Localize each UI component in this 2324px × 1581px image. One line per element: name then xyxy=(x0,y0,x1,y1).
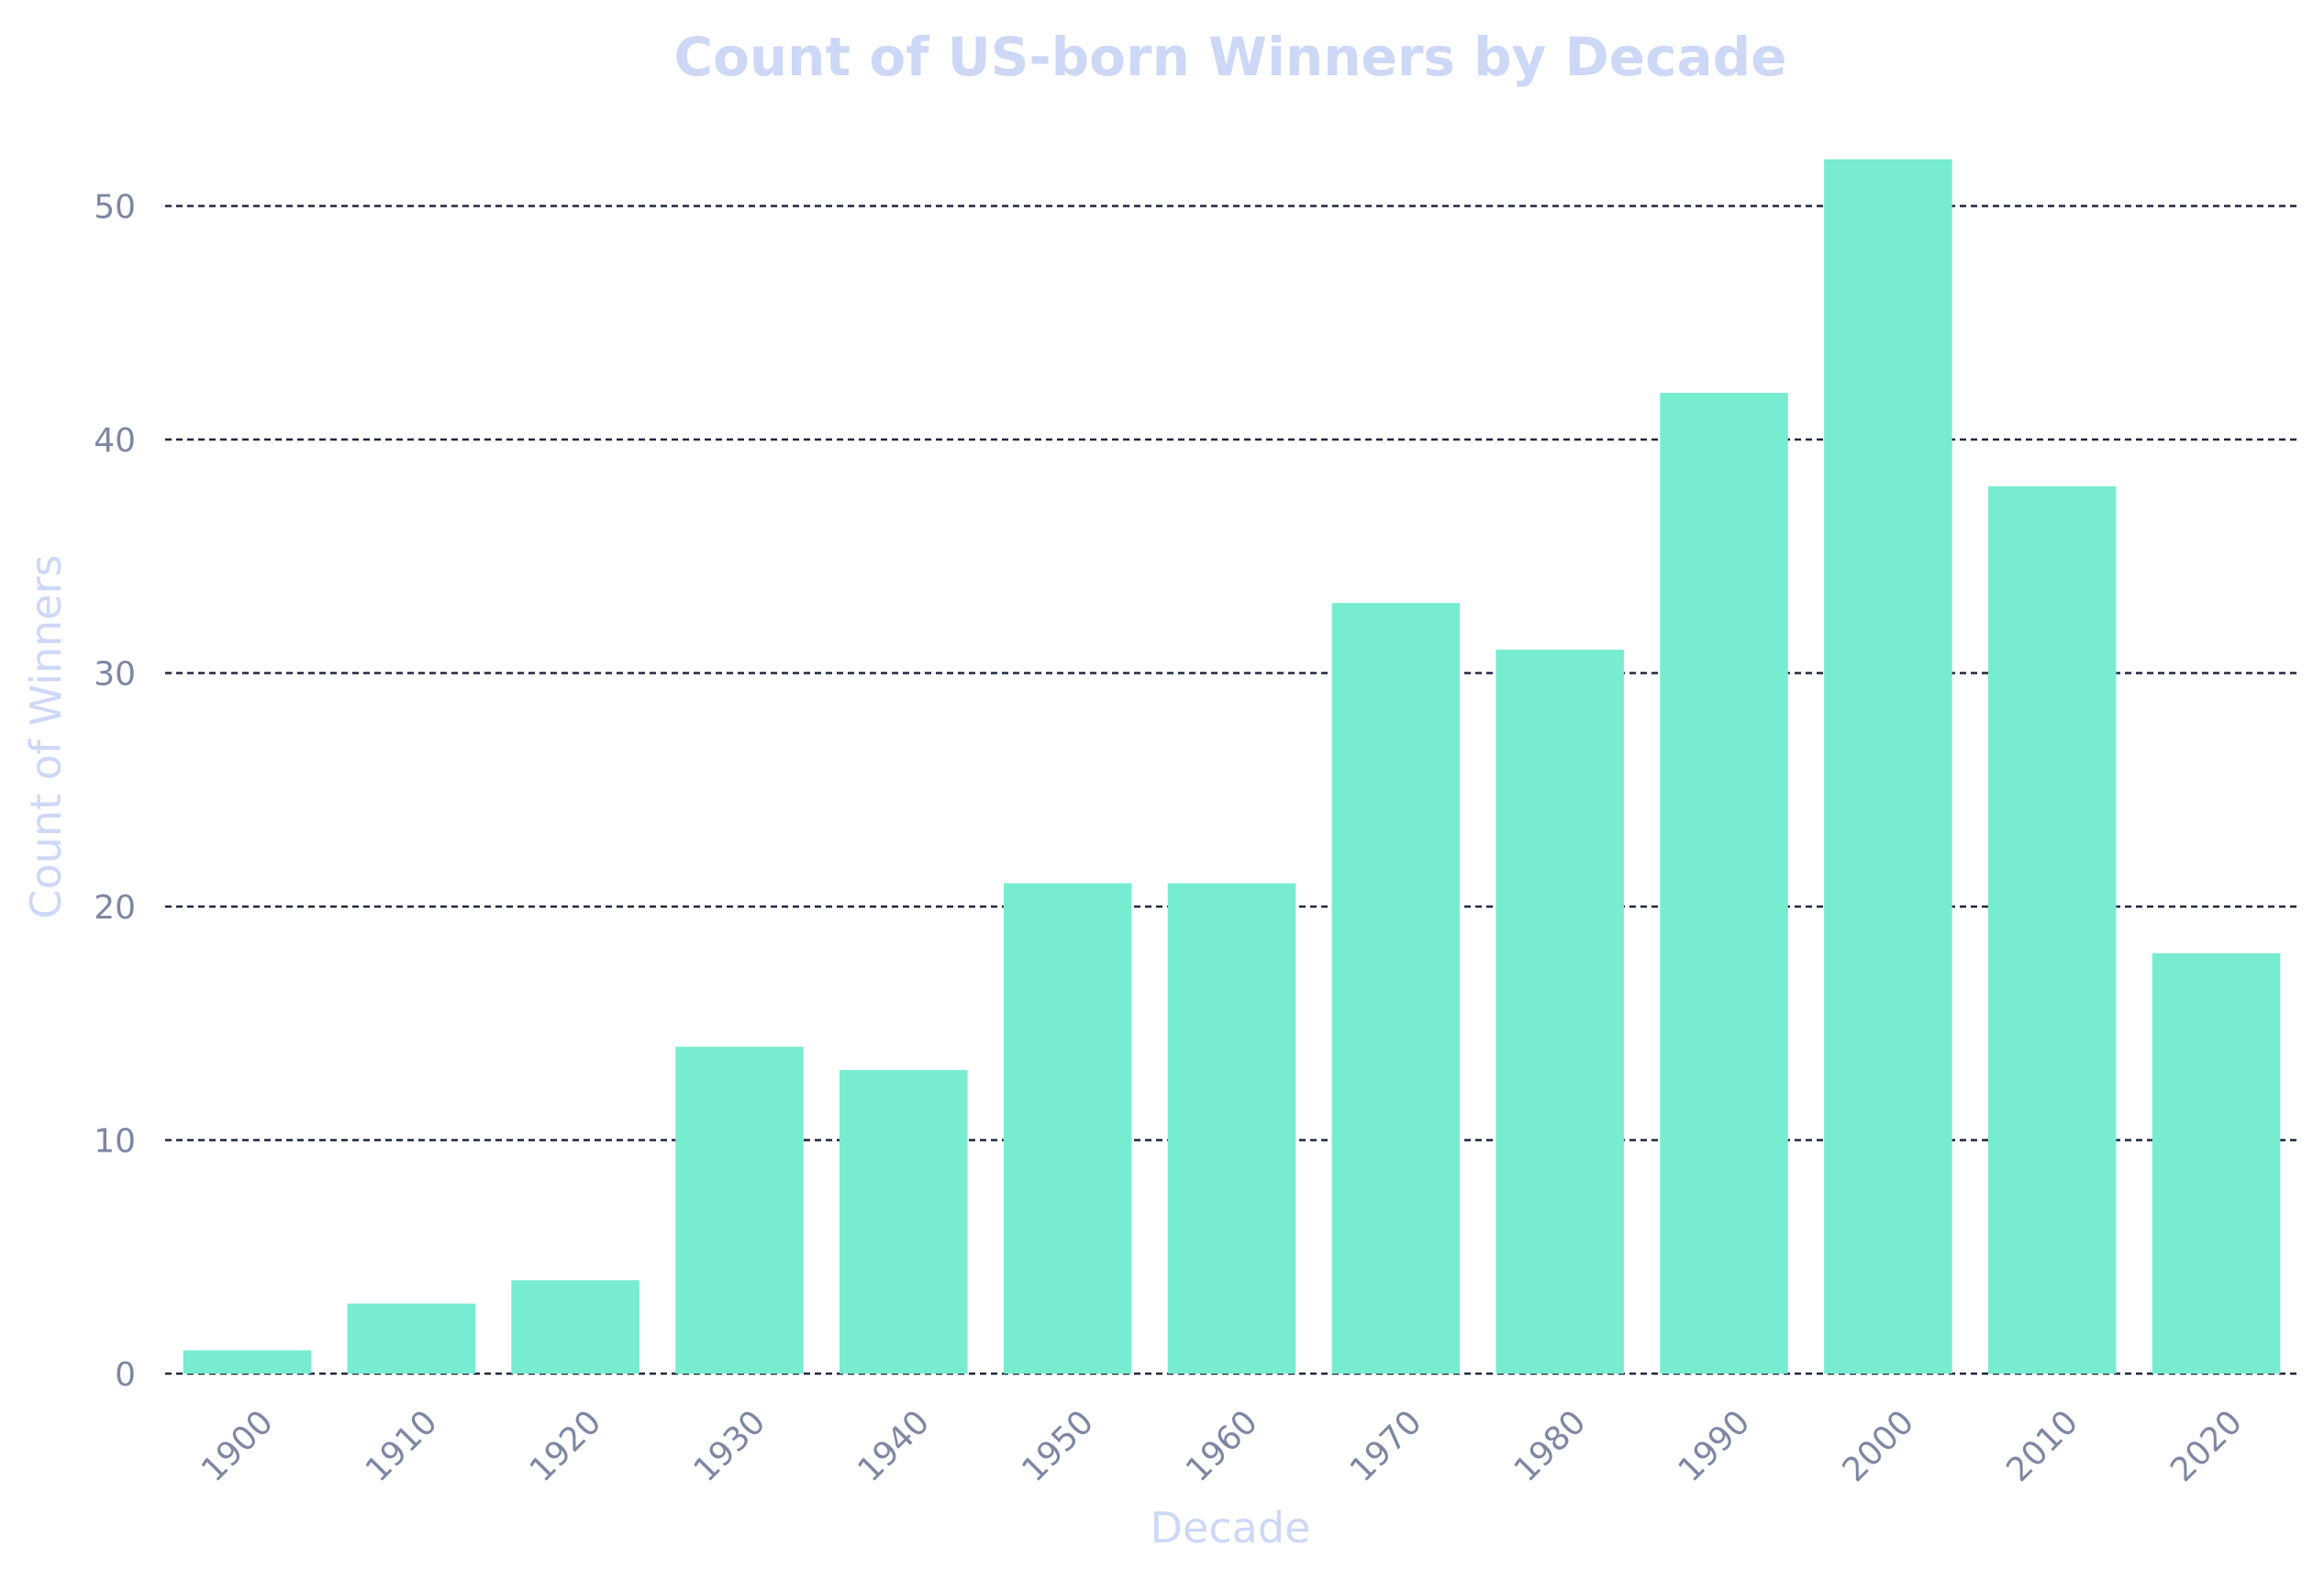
chart-title: Count of US-born Winners by Decade xyxy=(673,26,1786,88)
y-tick-label: 40 xyxy=(94,422,136,460)
y-tick-label: 30 xyxy=(94,656,136,694)
bar-2020 xyxy=(2152,952,2281,1374)
y-tick-label: 0 xyxy=(115,1356,136,1394)
x-tick-label: 1930 xyxy=(687,1403,773,1489)
x-tick-label: 1950 xyxy=(1015,1403,1101,1489)
x-tick-label: 2000 xyxy=(1835,1403,1921,1489)
bar-1960 xyxy=(1167,883,1296,1374)
bar-1990 xyxy=(1660,393,1788,1375)
bar-1910 xyxy=(347,1303,476,1374)
x-tick-label: 1990 xyxy=(1672,1403,1758,1489)
bar-1930 xyxy=(675,1046,804,1374)
y-axis-label: Count of Winners xyxy=(21,555,71,919)
bars xyxy=(183,159,2281,1375)
x-tick-label: 2010 xyxy=(1999,1403,2085,1489)
x-tick-label: 1940 xyxy=(851,1403,937,1489)
bar-1970 xyxy=(1331,603,1461,1374)
x-tick-label: 1900 xyxy=(195,1403,281,1489)
y-tick-label: 10 xyxy=(94,1123,136,1161)
x-tick-label: 2020 xyxy=(2163,1403,2250,1489)
y-tick-label: 50 xyxy=(94,189,136,227)
x-axis-label: Decade xyxy=(1151,1503,1311,1553)
x-tick-label: 1910 xyxy=(359,1403,445,1489)
bar-1900 xyxy=(183,1350,312,1374)
x-tick-labels: 1900 1910 1920 1930 1940 1950 1960 1970 1980 1990… xyxy=(195,1403,2250,1489)
y-tick-labels: 0 10 20 30 40 50 xyxy=(94,189,136,1395)
bar-1940 xyxy=(840,1070,968,1374)
bar-1950 xyxy=(1003,883,1132,1374)
bar-2000 xyxy=(1824,159,1952,1375)
x-tick-label: 1980 xyxy=(1507,1403,1594,1489)
bar-1980 xyxy=(1496,650,1624,1374)
y-tick-label: 20 xyxy=(94,889,136,927)
x-tick-label: 1970 xyxy=(1343,1403,1429,1489)
x-tick-label: 1960 xyxy=(1179,1403,1265,1489)
bar-1920 xyxy=(511,1280,639,1374)
bar-2010 xyxy=(1987,485,2117,1374)
x-tick-label: 1920 xyxy=(523,1403,609,1489)
